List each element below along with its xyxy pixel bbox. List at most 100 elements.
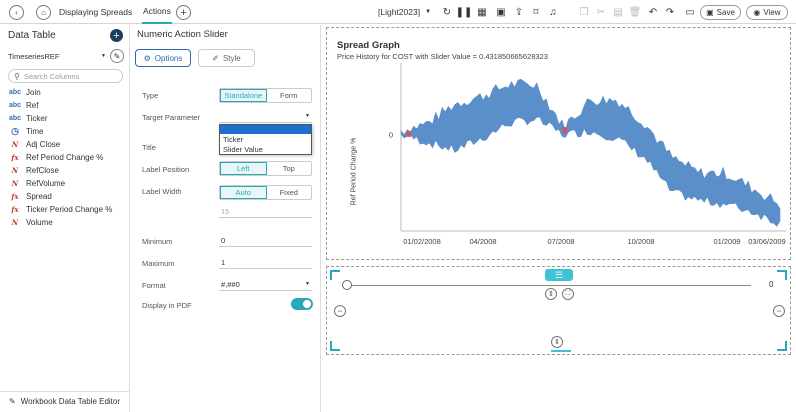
settings-pane: Numeric Action Slider ⚙ Options ✐ Style Ty… [131,25,321,412]
title-label: Title [142,143,156,152]
target-parameter-select[interactable]: ▼ [219,110,312,123]
chevron-down-icon[interactable]: ▼ [101,53,106,59]
add-tab-icon[interactable]: + [176,5,191,20]
chevron-down-icon: ▼ [305,113,310,119]
resize-corner[interactable] [330,270,340,280]
numeric-type-icon: N [11,217,19,227]
save-button[interactable]: ▣ Save [700,5,741,20]
data-table-pane: Data Table + TimeseriesREF ▼ ✎ ⚲ Search … [0,25,130,412]
image-icon[interactable]: ▣ [496,6,506,18]
tab-workbook-title[interactable]: Displaying Spreads [59,7,133,17]
save-icon: ▣ [706,8,714,17]
view-button[interactable]: ◉ View [746,5,788,20]
comment-icon[interactable]: ▭ [685,6,695,18]
column-item[interactable]: abc Join [9,86,41,98]
chevron-down-icon: ▼ [425,9,432,15]
copy-icon[interactable]: ❐ [579,6,589,18]
spread-area [400,78,781,227]
workbook-data-table-editor-link[interactable]: ✎ Workbook Data Table Editor [9,397,120,406]
refresh-icon[interactable]: ↻ [442,6,452,18]
vertical-resize-icon[interactable]: ⇕ [545,288,557,300]
resize-corner[interactable] [330,341,340,351]
numeric-type-icon: N [11,165,19,175]
eye-icon: ◉ [753,8,761,17]
paste-icon[interactable]: ▤ [613,6,623,18]
calendar-icon[interactable]: ▦ [477,6,487,18]
delete-icon[interactable]: 🗑 [628,6,642,18]
column-item[interactable]: N RefVolume [9,177,65,189]
column-name: Spread [26,191,52,201]
horizontal-resize-icon[interactable]: ⇔ [773,305,785,317]
formula-icon: fx [11,152,19,162]
search-placeholder: Search Columns [23,71,80,81]
spread-graph-panel[interactable]: Spread Graph Price History for COST with… [326,27,791,260]
column-item[interactable]: fx Ticker Period Change % [9,203,112,215]
tab-style[interactable]: ✐ Style [198,49,255,67]
label-position-toggle[interactable]: Left Top [219,161,312,176]
edit-icon[interactable]: ✎ [110,49,124,63]
column-item[interactable]: fx Ref Period Change % [9,151,103,163]
edit-icon: ✎ [9,397,16,406]
column-name: Ticker [26,113,48,123]
label-width-auto[interactable]: Auto [220,186,267,199]
column-item[interactable]: N Volume [9,216,53,228]
add-data-table-button[interactable]: + [110,29,123,42]
label-position-left[interactable]: Left [220,162,267,175]
home-icon[interactable]: ⌂ [36,5,51,20]
settings-title: Numeric Action Slider [137,29,228,40]
display-in-pdf-toggle[interactable] [291,298,313,310]
resize-corner[interactable] [777,270,787,280]
tab-options[interactable]: ⚙ Options [135,49,191,67]
redo-icon[interactable]: ↷ [665,6,675,18]
vertical-resize-icon[interactable]: ⇕ [551,336,563,348]
dropdown-option-ticker[interactable]: Ticker [223,134,244,144]
cut-icon[interactable]: ✂ [596,6,606,18]
column-name: Volume [26,217,53,227]
horizontal-resize-icon[interactable]: ⇔ [334,305,346,317]
type-toggle[interactable]: Standalone Form [219,88,312,103]
column-item[interactable]: fx Spread [9,190,52,202]
type-standalone[interactable]: Standalone [220,89,267,102]
column-item[interactable]: abc Ref [9,99,38,111]
bookmark-icon[interactable]: ⌑ [533,6,539,18]
data-source-name: TimeseriesREF [8,52,60,61]
numeric-slider-panel[interactable]: ☰ 0 ⇕ ⛶ ⇔ ⇔ ⇕ [326,266,791,355]
pause-icon[interactable]: ❚❚ [455,6,473,18]
dropdown-empty-option[interactable] [220,125,311,134]
drag-handle-icon[interactable]: ☰ [545,269,573,281]
column-item[interactable]: N RefClose [9,164,59,176]
chevron-down-icon: ▼ [305,281,310,287]
slider-value-label: 0 [769,280,774,289]
slider-track[interactable] [349,285,751,286]
tab-actions[interactable]: Actions [142,0,172,24]
minimum-input[interactable]: 0 [219,234,312,247]
export-icon[interactable]: ⇪ [514,6,524,18]
label-width-fixed[interactable]: Fixed [279,188,298,197]
search-columns-input[interactable]: ⚲ Search Columns [8,69,123,83]
x-tick-label: 01/02/2008 [403,237,441,246]
column-name: Ref [26,100,39,110]
type-form[interactable]: Form [280,91,298,100]
format-select[interactable]: #,##0 ▼ [219,278,312,291]
label-position-top[interactable]: Top [282,164,295,173]
dropdown-option-slider-value[interactable]: Slider Value [223,144,263,154]
x-tick-label: 03/06/2009 [748,237,786,246]
divider [0,391,130,392]
column-item[interactable]: N Adj Close [9,138,60,150]
label-width-input[interactable]: 15 [219,205,312,218]
column-item[interactable]: abc Ticker [9,112,47,124]
maximum-input[interactable]: 1 [219,256,312,269]
resize-corner[interactable] [777,341,787,351]
column-item[interactable]: ◷ Time [9,125,43,137]
data-table-header: Data Table [8,30,56,41]
chart-title: Spread Graph [337,40,400,51]
fullscreen-icon[interactable]: ⛶ [562,288,574,300]
bottom-resize-bar[interactable] [551,350,571,352]
undo-icon[interactable]: ↶ [648,6,658,18]
theme-selector[interactable]: [Light2023] ▼ [378,0,431,24]
label-width-toggle[interactable]: Auto Fixed [219,185,312,200]
label-position-label: Label Position [142,165,190,174]
bell-icon[interactable]: ♫ [549,6,557,18]
back-icon[interactable]: ‹ [9,5,24,20]
slider-thumb[interactable] [342,280,352,290]
